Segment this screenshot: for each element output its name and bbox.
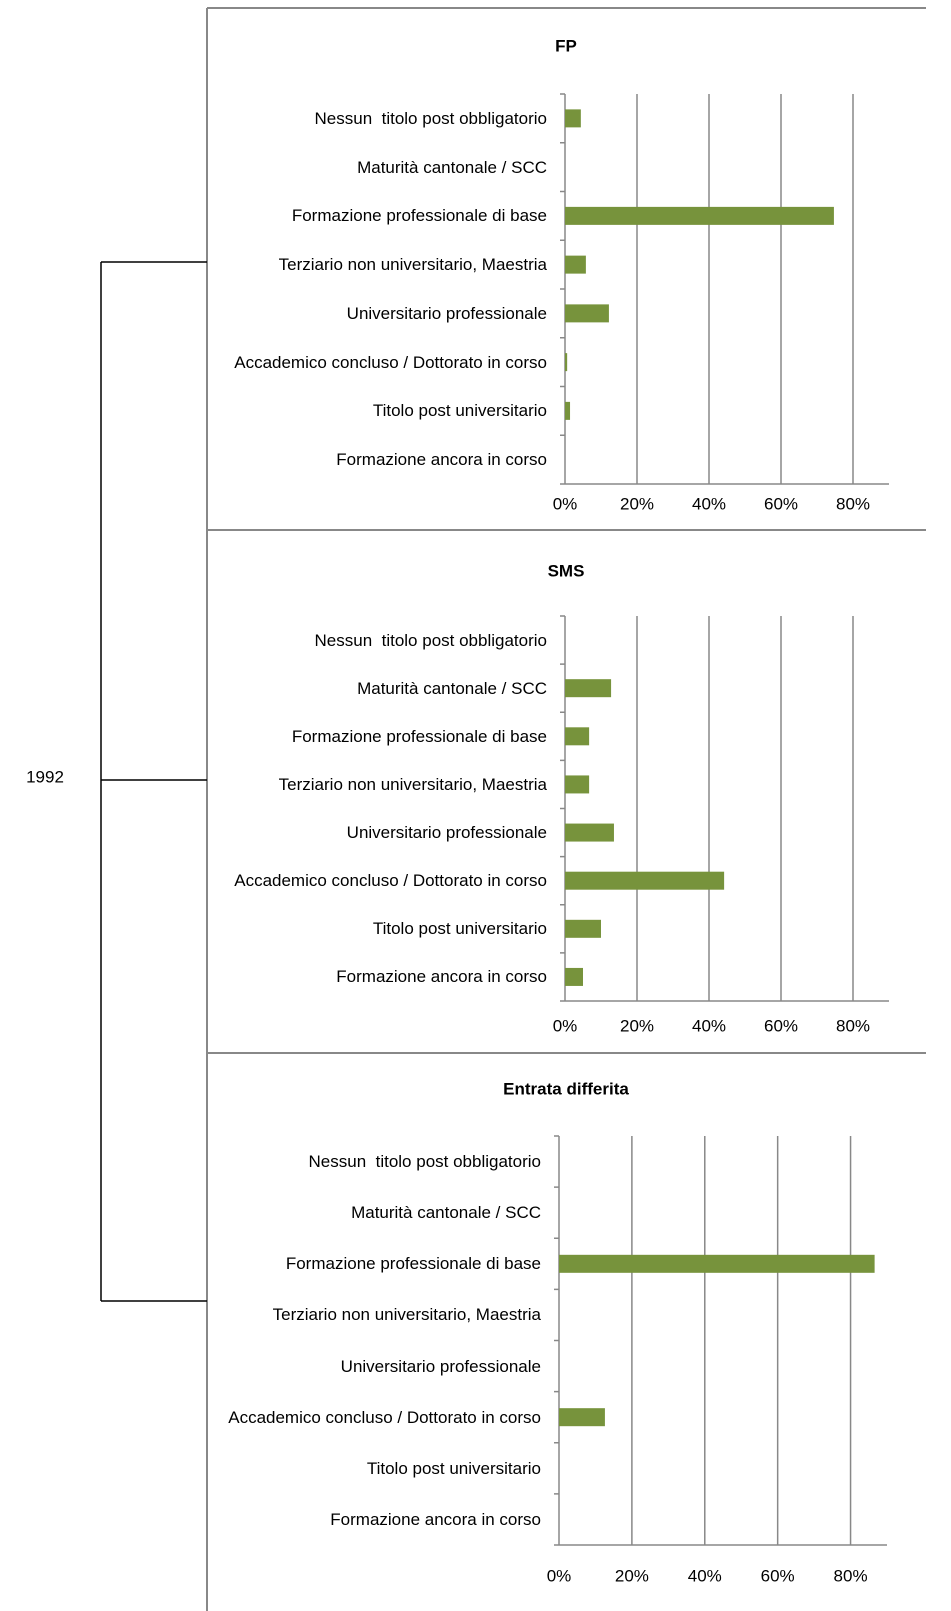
bar (565, 401, 571, 420)
category-text: Titolo post universitario (366, 1458, 541, 1478)
chart-title: SMS (548, 561, 585, 580)
y-tick-label: Accademico concluso / Dottorato in corso (207, 857, 547, 905)
bar (565, 919, 601, 938)
bar (565, 679, 612, 698)
category-text: Formazione ancora in corso (330, 1509, 541, 1529)
bar (565, 109, 581, 128)
category-text: Nessun titolo post obbligatorio (314, 630, 547, 650)
y-tick-label: Titolo post universitario (221, 1443, 541, 1494)
y-tick-label: Accademico concluso / Dottorato in corso (207, 338, 547, 387)
x-tick-label: 80% (834, 1566, 868, 1585)
y-tick-label: Formazione professionale di base (207, 712, 547, 760)
x-tick-label: 20% (615, 1566, 649, 1585)
category-text: Universitario professionale (340, 1356, 541, 1376)
bar (565, 304, 609, 323)
y-tick-label: Universitario professionale (207, 289, 547, 338)
y-tick-label: Terziario non universitario, Maestria (221, 1289, 541, 1340)
y-tick-label: Formazione professionale di base (207, 192, 547, 241)
y-tick-label: Formazione ancora in corso (207, 953, 547, 1001)
y-tick-label: Nessun titolo post obbligatorio (207, 616, 547, 664)
category-text: Nessun titolo post obbligatorio (308, 1152, 541, 1172)
y-tick-label: Maturità cantonale / SCC (207, 664, 547, 712)
y-tick-label: Nessun titolo post obbligatorio (221, 1136, 541, 1187)
category-text: Accademico concluso / Dottorato in corso (234, 871, 547, 891)
x-tick-label: 40% (692, 494, 726, 513)
x-tick-label: 0% (553, 494, 578, 513)
bar (565, 255, 586, 274)
category-text: Formazione professionale di base (291, 206, 547, 226)
y-tick-label: Universitario professionale (207, 809, 547, 857)
x-tick-label: 0% (553, 1016, 578, 1035)
bar (565, 823, 614, 842)
y-tick-label: Formazione ancora in corso (221, 1494, 541, 1545)
x-tick-label: 40% (688, 1566, 722, 1585)
y-tick-label: Maturità cantonale / SCC (207, 143, 547, 192)
category-text: Formazione ancora in corso (336, 450, 547, 470)
category-text: Formazione professionale di base (291, 726, 547, 746)
chart-title: Entrata differita (503, 1079, 629, 1098)
y-tick-label: Terziario non universitario, Maestria (207, 240, 547, 289)
bar (565, 775, 590, 794)
x-tick-label: 60% (761, 1566, 795, 1585)
category-text: Terziario non universitario, Maestria (272, 1305, 541, 1325)
category-text: Accademico concluso / Dottorato in corso (234, 352, 547, 372)
group-label: 1992 (26, 767, 64, 786)
bracket (100, 261, 207, 1302)
bar (565, 206, 834, 225)
category-text: Maturità cantonale / SCC (357, 678, 547, 698)
panel-frame (206, 7, 926, 1611)
category-text: Terziario non universitario, Maestria (278, 255, 547, 275)
category-text: Nessun titolo post obbligatorio (314, 108, 547, 128)
category-text: Titolo post universitario (372, 401, 547, 421)
y-tick-label: Accademico concluso / Dottorato in corso (221, 1392, 541, 1443)
bar (559, 1408, 605, 1427)
x-tick-label: 80% (836, 494, 870, 513)
y-tick-label: Titolo post universitario (207, 387, 547, 436)
x-tick-label: 60% (764, 494, 798, 513)
y-tick-label: Nessun titolo post obbligatorio (207, 94, 547, 143)
chart-title: FP (555, 36, 577, 55)
y-tick-label: Terziario non universitario, Maestria (207, 760, 547, 808)
y-tick-label: Titolo post universitario (207, 905, 547, 953)
category-text: Universitario professionale (346, 823, 547, 843)
category-text: Terziario non universitario, Maestria (278, 774, 547, 794)
category-text: Accademico concluso / Dottorato in corso (228, 1407, 541, 1427)
x-tick-label: 20% (620, 494, 654, 513)
bar (565, 727, 590, 746)
bar (565, 967, 583, 986)
x-tick-label: 40% (692, 1016, 726, 1035)
bar (565, 871, 725, 890)
y-tick-label: Formazione ancora in corso (207, 435, 547, 484)
y-tick-label: Maturità cantonale / SCC (221, 1187, 541, 1238)
x-tick-label: 20% (620, 1016, 654, 1035)
x-tick-label: 80% (836, 1016, 870, 1035)
category-text: Maturità cantonale / SCC (351, 1203, 541, 1223)
category-text: Maturità cantonale / SCC (357, 157, 547, 177)
category-text: Formazione professionale di base (285, 1254, 541, 1274)
x-tick-label: 60% (764, 1016, 798, 1035)
category-text: Titolo post universitario (372, 919, 547, 939)
bar (559, 1254, 875, 1273)
category-text: Universitario professionale (346, 303, 547, 323)
bar (565, 353, 568, 372)
y-tick-label: Universitario professionale (221, 1341, 541, 1392)
x-tick-label: 0% (547, 1566, 572, 1585)
category-text: Formazione ancora in corso (336, 967, 547, 987)
y-tick-label: Formazione professionale di base (221, 1238, 541, 1289)
